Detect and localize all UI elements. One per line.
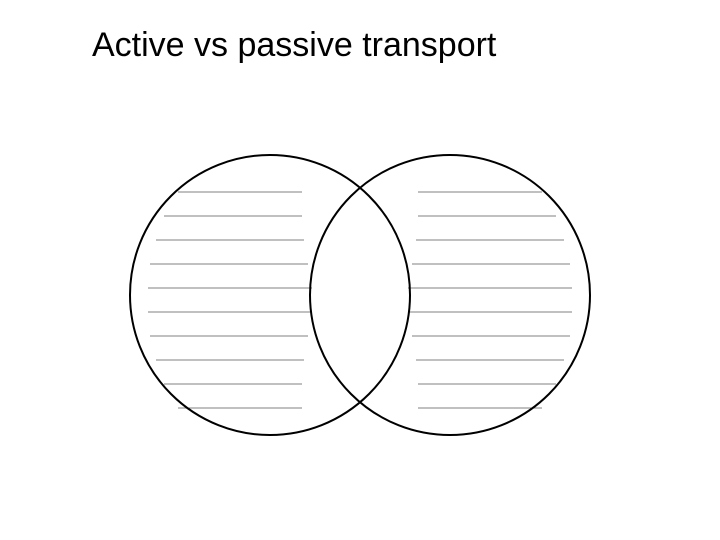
venn-svg [0, 0, 720, 540]
venn-circle-left [130, 155, 410, 435]
venn-diagram [0, 0, 720, 540]
page: Active vs passive transport [0, 0, 720, 540]
venn-circle-right [310, 155, 590, 435]
